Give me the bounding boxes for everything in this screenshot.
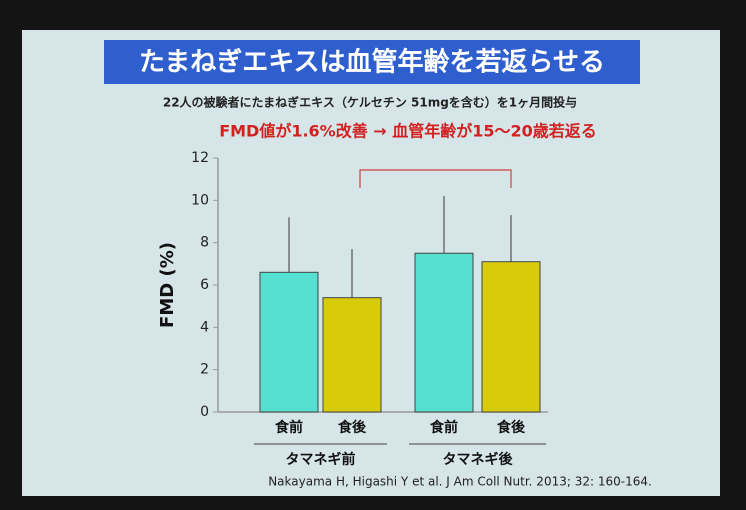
x-tick-label: 食前 [430, 419, 458, 436]
subtitle: 22人の被験者にたまねぎエキス（ケルセチン 51mgを含む）を1ヶ月間投与 [163, 95, 577, 110]
x-tick-label: 食後 [497, 419, 526, 436]
chart-title: たまねぎエキスは血管年齢を若返らせる [139, 47, 605, 78]
y-axis-label: FMD (%) [157, 242, 178, 328]
annotation: FMD値が1.6%改善 → 血管年齢が15〜20歳若返る [219, 122, 597, 141]
bar [322, 297, 382, 413]
slide [22, 30, 720, 496]
x-tick-label: 食後 [338, 419, 367, 436]
y-tick-label: 4 [200, 319, 209, 335]
bar [481, 261, 541, 413]
y-tick-label: 8 [200, 235, 209, 251]
bar [414, 252, 474, 413]
group-label: タマネギ前 [286, 451, 356, 468]
source: Nakayama H, Higashi Y et al. J Am Coll N… [268, 475, 652, 489]
title-box [104, 40, 640, 84]
bracket [359, 169, 512, 188]
y-tick-label: 12 [191, 150, 209, 166]
group-label: タマネギ後 [443, 451, 514, 468]
x-tick-label: 食前 [275, 419, 303, 436]
y-tick-label: 0 [200, 404, 209, 420]
y-tick-label: 6 [200, 277, 209, 293]
y-tick-label: 2 [200, 362, 209, 378]
bar [259, 271, 319, 413]
y-tick-label: 10 [191, 192, 209, 208]
